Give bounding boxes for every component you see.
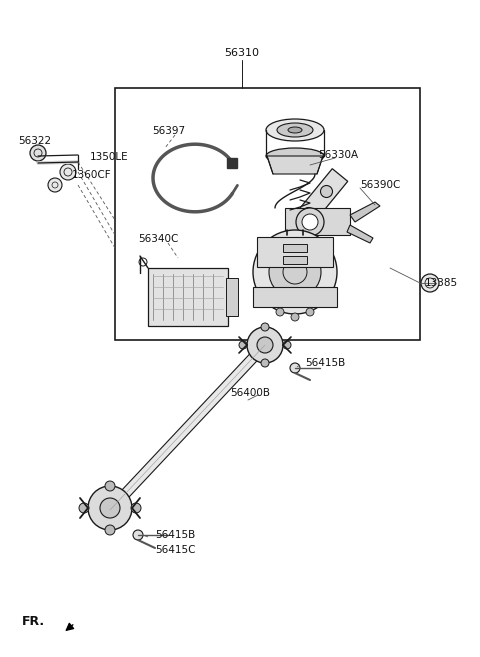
Circle shape (269, 246, 321, 298)
Circle shape (88, 486, 132, 530)
Circle shape (291, 313, 299, 321)
Text: 56400B: 56400B (230, 388, 270, 398)
Text: FR.: FR. (22, 615, 45, 628)
Circle shape (105, 481, 115, 491)
Circle shape (30, 145, 46, 161)
Circle shape (105, 525, 115, 535)
Circle shape (302, 214, 318, 230)
Ellipse shape (288, 127, 302, 133)
Text: 56340C: 56340C (138, 234, 179, 244)
Bar (226, 278, 238, 316)
Polygon shape (287, 169, 348, 237)
Text: 56415B: 56415B (155, 530, 195, 540)
Ellipse shape (266, 148, 324, 164)
Circle shape (296, 208, 324, 236)
Text: 13385: 13385 (425, 278, 458, 288)
Text: 56415C: 56415C (155, 545, 195, 555)
Circle shape (239, 341, 247, 349)
Bar (253, 287, 337, 307)
Text: 1350LE: 1350LE (90, 152, 129, 162)
Polygon shape (107, 342, 269, 513)
Circle shape (261, 323, 269, 331)
Text: 56397: 56397 (152, 126, 185, 136)
Circle shape (261, 359, 269, 367)
Polygon shape (267, 156, 323, 174)
Circle shape (100, 498, 120, 518)
Text: 56390C: 56390C (360, 180, 400, 190)
Polygon shape (285, 208, 350, 235)
Ellipse shape (277, 123, 313, 137)
Text: 56322: 56322 (18, 136, 51, 146)
Circle shape (283, 341, 291, 349)
Text: 56415B: 56415B (305, 358, 345, 368)
Circle shape (302, 208, 314, 219)
Circle shape (133, 530, 143, 540)
Text: 56310: 56310 (225, 48, 260, 58)
Text: 1360CF: 1360CF (72, 170, 112, 180)
Circle shape (290, 363, 300, 373)
Circle shape (257, 337, 273, 353)
Ellipse shape (266, 119, 324, 141)
Bar (283, 256, 307, 264)
Bar (115, 88, 420, 340)
Text: 56330A: 56330A (318, 150, 358, 160)
Bar (148, 268, 228, 326)
Circle shape (79, 503, 89, 513)
Circle shape (306, 308, 314, 316)
Circle shape (48, 178, 62, 192)
Circle shape (276, 308, 284, 316)
Circle shape (421, 274, 439, 292)
Polygon shape (347, 225, 373, 243)
Circle shape (253, 230, 337, 314)
Bar (283, 244, 307, 252)
Circle shape (131, 503, 141, 513)
FancyArrowPatch shape (66, 623, 73, 630)
Polygon shape (350, 202, 380, 222)
Circle shape (247, 327, 283, 363)
Bar (257, 237, 333, 267)
Circle shape (60, 164, 76, 180)
Circle shape (321, 185, 333, 198)
